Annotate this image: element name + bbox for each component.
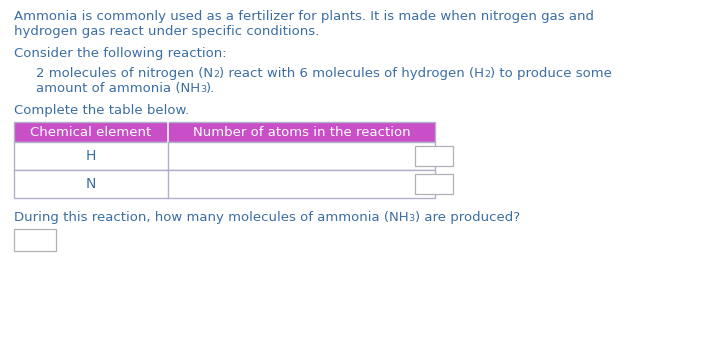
Text: ) react with 6 molecules of hydrogen (H: ) react with 6 molecules of hydrogen (H: [219, 67, 484, 80]
Bar: [415, 146, 454, 166]
Text: 2: 2: [213, 70, 219, 79]
Text: N: N: [86, 177, 96, 191]
Text: 2 molecules of nitrogen (N: 2 molecules of nitrogen (N: [36, 67, 213, 80]
Text: H: H: [86, 149, 96, 163]
Text: hydrogen gas react under specific conditions.: hydrogen gas react under specific condit…: [14, 25, 319, 38]
Bar: [14, 229, 56, 251]
Text: ).: ).: [206, 82, 216, 95]
Text: Number of atoms in the reaction: Number of atoms in the reaction: [193, 126, 410, 139]
Text: 2: 2: [484, 70, 490, 79]
Bar: [14, 142, 435, 170]
Text: ) to produce some: ) to produce some: [490, 67, 612, 80]
Text: ) are produced?: ) are produced?: [415, 211, 520, 224]
Text: Complete the table below.: Complete the table below.: [14, 104, 189, 117]
Text: Consider the following reaction:: Consider the following reaction:: [14, 47, 226, 60]
Text: During this reaction, how many molecules of ammonia (NH: During this reaction, how many molecules…: [14, 211, 409, 224]
Text: 3: 3: [409, 214, 415, 223]
Text: 3: 3: [200, 85, 206, 94]
Bar: [14, 170, 435, 198]
Text: Ammonia is commonly used as a fertilizer for plants. It is made when nitrogen ga: Ammonia is commonly used as a fertilizer…: [14, 10, 594, 23]
Bar: [415, 174, 454, 194]
Bar: [14, 122, 435, 142]
Text: amount of ammonia (NH: amount of ammonia (NH: [36, 82, 200, 95]
Text: Chemical element: Chemical element: [30, 126, 151, 139]
